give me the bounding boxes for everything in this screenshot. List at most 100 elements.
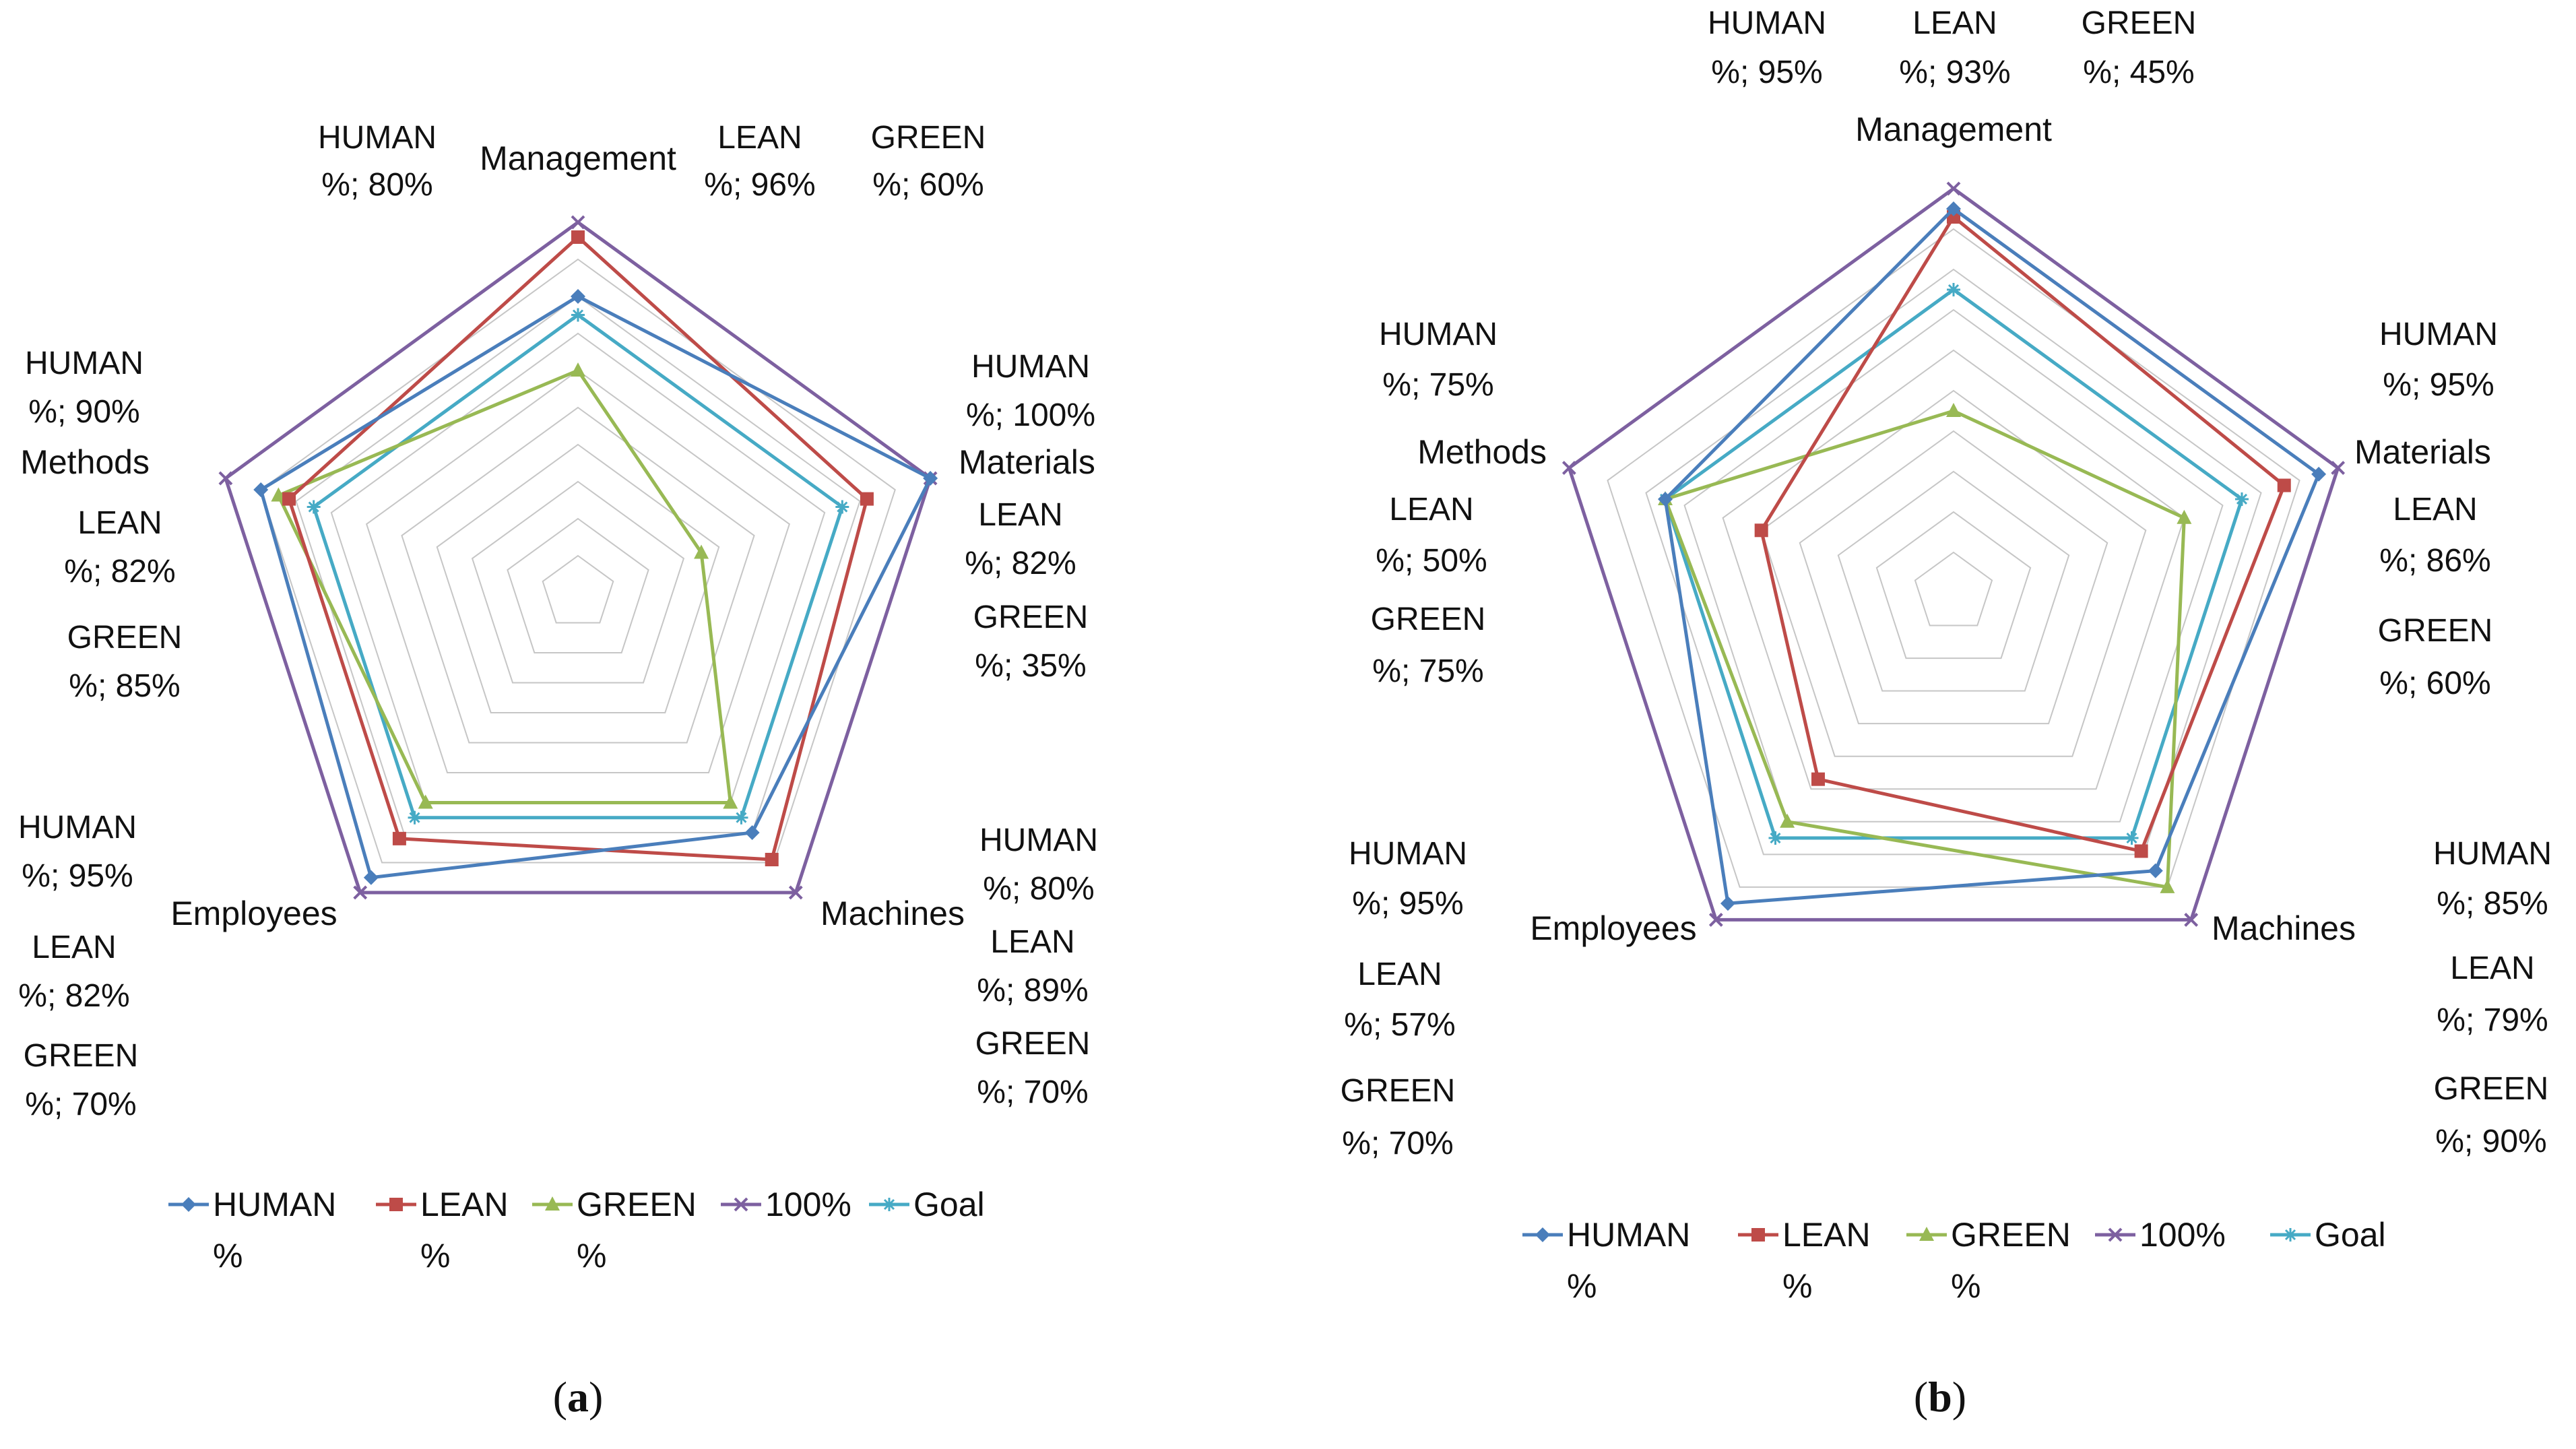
data-point bbox=[2311, 466, 2327, 482]
data-point bbox=[1708, 912, 1723, 927]
data-label: GREEN bbox=[2082, 5, 2197, 41]
data-label: HUMAN bbox=[971, 349, 1090, 385]
legend-marker bbox=[734, 1197, 748, 1212]
data-label: %; 95% bbox=[22, 858, 133, 894]
legend-marker bbox=[389, 1198, 403, 1211]
data-label: GREEN bbox=[1341, 1073, 1456, 1109]
data-label: %; 70% bbox=[25, 1087, 136, 1122]
data-point bbox=[788, 885, 803, 900]
data-label: HUMAN bbox=[2433, 836, 2552, 872]
grid-ring bbox=[1799, 430, 2108, 725]
grid-ring bbox=[1837, 470, 2070, 692]
data-label: %; 95% bbox=[1352, 886, 1463, 922]
data-label: LEAN bbox=[2450, 951, 2534, 986]
data-label: GREEN bbox=[67, 620, 183, 655]
legend-label: GREEN bbox=[1951, 1216, 2071, 1254]
data-point bbox=[571, 362, 585, 377]
data-label: HUMAN bbox=[1349, 836, 1467, 872]
series-line bbox=[1760, 214, 2286, 854]
data-label: %; 70% bbox=[1342, 1126, 1453, 1161]
data-point bbox=[2160, 878, 2175, 893]
series-line bbox=[1567, 186, 2340, 922]
data-label: %; 75% bbox=[1372, 653, 1483, 689]
data-label: %; 75% bbox=[1382, 367, 1493, 403]
series-green- bbox=[271, 362, 738, 809]
data-point bbox=[408, 810, 422, 825]
series-green- bbox=[1658, 403, 2192, 893]
legend-marker bbox=[1919, 1227, 1934, 1241]
data-label: GREEN bbox=[2378, 613, 2493, 649]
data-label: LEAN bbox=[1357, 957, 1442, 992]
data-point bbox=[2277, 478, 2291, 492]
data-point bbox=[218, 471, 233, 486]
data-label: %; 82% bbox=[965, 546, 1076, 581]
data-label: %; 82% bbox=[64, 554, 175, 589]
grid-ring bbox=[542, 554, 614, 624]
legend-label: HUMAN bbox=[1567, 1216, 1690, 1254]
series-human- bbox=[253, 289, 938, 885]
series-line bbox=[1663, 287, 2244, 840]
data-label: %; 90% bbox=[28, 394, 139, 430]
data-label: %; 100% bbox=[966, 397, 1095, 433]
data-label: %; 95% bbox=[2383, 367, 2494, 403]
legend-label: % bbox=[1782, 1267, 1812, 1305]
data-point bbox=[571, 308, 585, 322]
data-label: HUMAN bbox=[1379, 317, 1498, 352]
data-point bbox=[1720, 896, 1735, 911]
axis-label-methods: Methods bbox=[1417, 433, 1547, 471]
legend-label: % bbox=[420, 1237, 450, 1275]
data-point bbox=[2331, 461, 2346, 476]
grid-ring bbox=[436, 443, 720, 713]
data-label: HUMAN bbox=[18, 810, 137, 845]
legend-marker bbox=[181, 1197, 196, 1212]
data-label: GREEN bbox=[24, 1038, 139, 1074]
data-label: HUMAN bbox=[318, 120, 437, 156]
panel-b-chart: Management Materials Machines Employees Meth… bbox=[1341, 5, 2552, 1421]
data-label: %; 85% bbox=[69, 668, 180, 704]
series-line bbox=[1663, 206, 2321, 905]
data-label: GREEN bbox=[975, 1026, 1091, 1062]
series-line bbox=[311, 313, 845, 820]
data-point bbox=[923, 471, 938, 486]
grid-ring bbox=[1760, 389, 2147, 757]
series-line bbox=[287, 234, 869, 862]
series-goal bbox=[1659, 283, 2249, 845]
data-label: LEAN bbox=[77, 505, 162, 541]
legend-marker bbox=[2284, 1228, 2297, 1242]
legend-marker bbox=[1751, 1228, 1765, 1242]
series-line bbox=[1663, 409, 2186, 889]
grid-ring bbox=[295, 295, 861, 833]
data-label: HUMAN bbox=[25, 346, 143, 381]
grid-ring bbox=[1722, 349, 2185, 790]
data-point bbox=[282, 492, 296, 506]
data-point bbox=[1811, 772, 1825, 786]
data-point bbox=[2234, 492, 2249, 506]
legend-marker bbox=[1535, 1227, 1550, 1242]
legend-label: Goal bbox=[2315, 1216, 2386, 1254]
legend: HUMAN% LEAN% GREEN% 100% Goal bbox=[168, 1186, 985, 1275]
grid-ring bbox=[365, 369, 791, 773]
grid-ring bbox=[507, 517, 649, 653]
legend-label: % bbox=[1567, 1267, 1597, 1305]
data-label: LEAN bbox=[1912, 5, 1997, 41]
axis-label-methods: Methods bbox=[20, 443, 150, 481]
data-point bbox=[1946, 181, 1961, 196]
data-label: %; 80% bbox=[983, 871, 1094, 907]
data-label: %; 90% bbox=[2435, 1124, 2546, 1159]
data-point bbox=[1768, 831, 1782, 845]
series-100- bbox=[1561, 181, 2346, 927]
legend-marker bbox=[545, 1196, 560, 1211]
axis-label-materials: Materials bbox=[2354, 433, 2491, 471]
data-label: GREEN bbox=[1371, 602, 1486, 637]
data-label: %; 60% bbox=[2379, 666, 2490, 701]
data-point bbox=[694, 544, 709, 559]
grid-ring bbox=[1683, 309, 2224, 823]
data-label: %; 82% bbox=[18, 978, 129, 1014]
data-label: LEAN bbox=[32, 930, 116, 965]
axis-label-machines: Machines bbox=[820, 895, 965, 932]
series-line bbox=[259, 294, 933, 880]
legend-label: LEAN bbox=[420, 1186, 509, 1223]
legend-label: % bbox=[577, 1237, 606, 1275]
legend-label: LEAN bbox=[1782, 1216, 1871, 1254]
